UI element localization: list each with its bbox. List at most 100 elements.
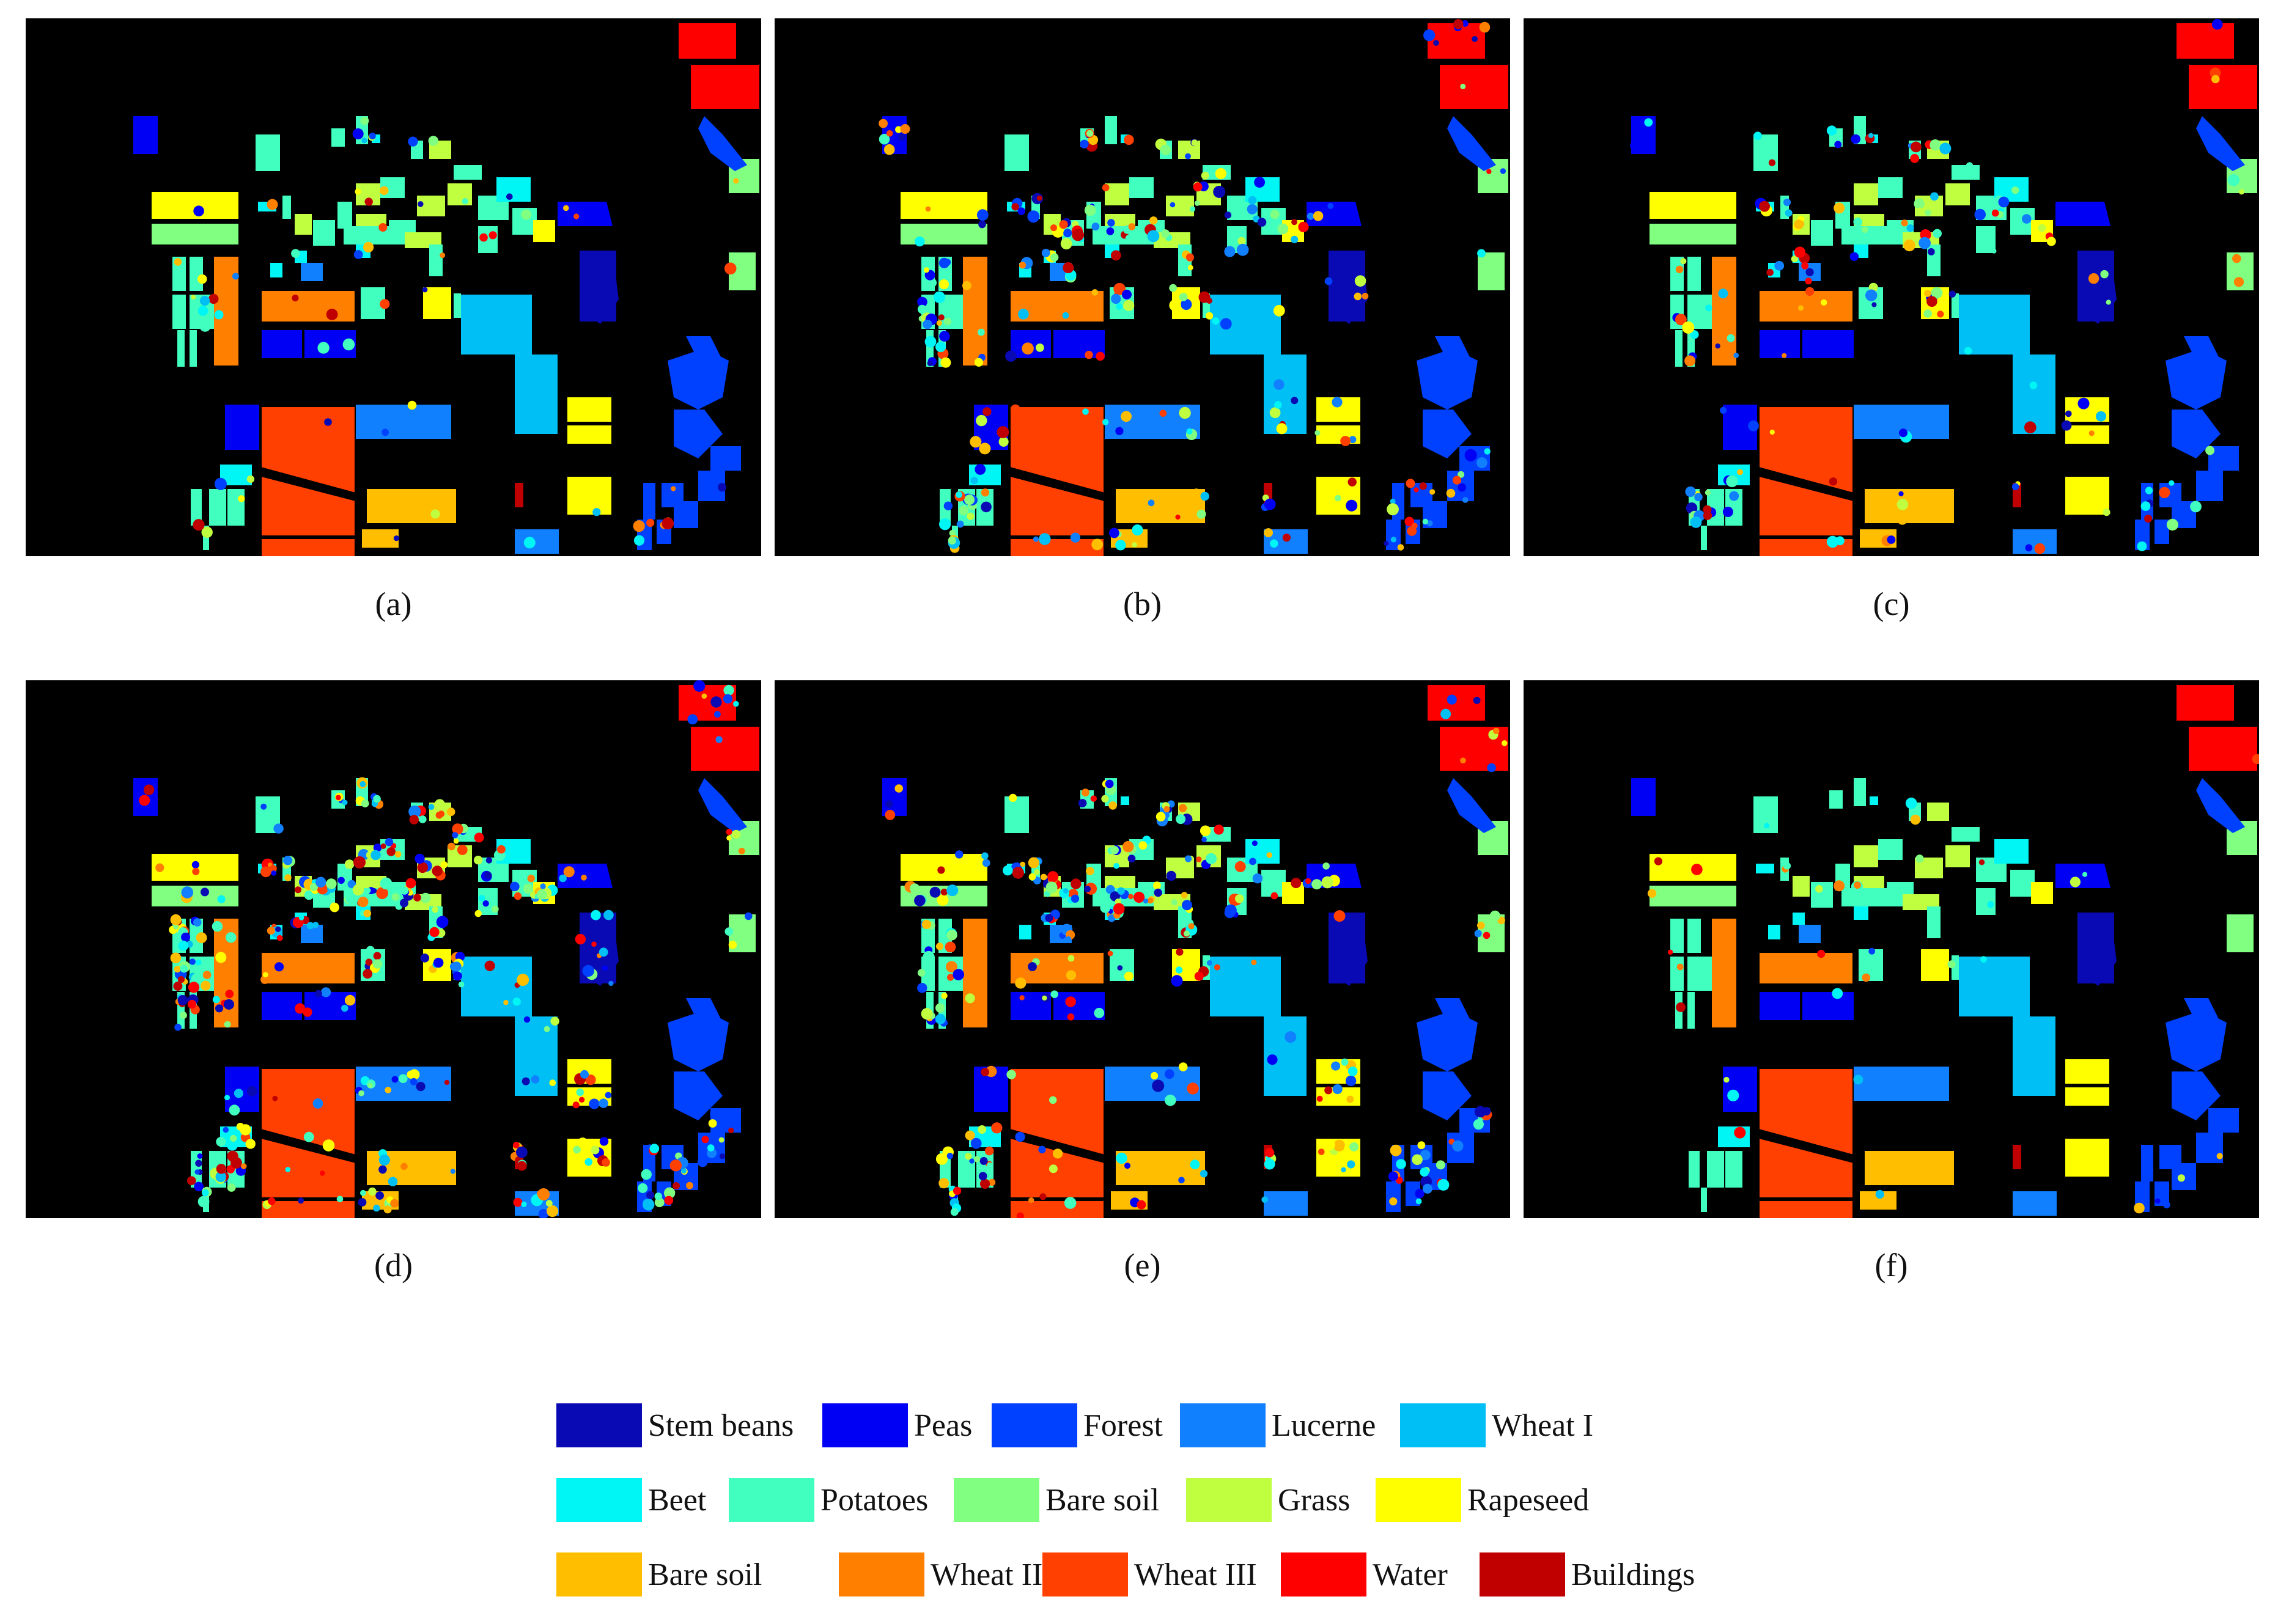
noise-speckle [1022, 342, 1034, 355]
noise-speckle [1821, 299, 1827, 306]
noise-speckle [1086, 130, 1094, 137]
noise-speckle [180, 964, 188, 973]
noise-speckle [523, 537, 536, 549]
noise-speckle [1151, 1071, 1159, 1080]
noise-speckle [1436, 1160, 1445, 1170]
noise-speckle [573, 1145, 581, 1154]
field-parcel [1829, 790, 1843, 809]
noise-speckle [1264, 880, 1275, 890]
noise-speckle [1039, 499, 1049, 509]
noise-speckle [1733, 353, 1739, 358]
noise-speckle [2046, 237, 2056, 246]
noise-speckle [591, 909, 601, 920]
noise-speckle [1028, 962, 1037, 971]
noise-speckle [1036, 195, 1042, 201]
noise-speckle [321, 987, 331, 998]
noise-speckle [1462, 497, 1469, 503]
noise-speckle [319, 1170, 325, 1176]
field-parcel [1650, 886, 1736, 906]
noise-speckle [1453, 19, 1464, 29]
noise-speckle [363, 969, 373, 979]
field-parcel [1440, 65, 1508, 109]
noise-speckle [1817, 949, 1826, 958]
noise-speckle [1680, 258, 1687, 265]
noise-speckle [1005, 350, 1017, 362]
noise-speckle [943, 501, 953, 510]
caption-b: (b) [1123, 586, 1162, 622]
noise-speckle [1476, 457, 1487, 468]
field-parcel [2177, 23, 2234, 59]
noise-speckle [939, 331, 950, 342]
field-parcel [2172, 1071, 2221, 1120]
legend-label: Buildings [1571, 1557, 1695, 1592]
noise-speckle [1160, 144, 1171, 155]
field-parcel [262, 291, 355, 321]
field-parcel [2065, 1087, 2109, 1106]
noise-speckle [1128, 894, 1133, 900]
noise-speckle [1415, 1198, 1422, 1205]
field-parcel [1952, 827, 1980, 842]
noise-speckle [1264, 528, 1273, 537]
noise-speckle [353, 250, 363, 259]
noise-speckle [1682, 321, 1695, 334]
noise-speckle [415, 853, 425, 864]
field-parcel [1116, 489, 1205, 523]
noise-speckle [1110, 846, 1119, 854]
noise-speckle [885, 800, 893, 808]
field-parcel [152, 224, 238, 244]
noise-speckle [1153, 881, 1161, 890]
field-parcel [256, 134, 280, 171]
noise-speckle [1071, 894, 1080, 903]
field-parcel [1423, 410, 1472, 458]
noise-speckle [1826, 125, 1837, 136]
noise-speckle [935, 1153, 948, 1165]
field-parcel [1712, 991, 1736, 1027]
noise-speckle [1169, 284, 1178, 292]
field-parcel [1878, 177, 1903, 198]
classification-map-a [26, 18, 761, 556]
noise-speckle [701, 693, 707, 699]
noise-speckle [1489, 910, 1500, 921]
noise-speckle [1462, 20, 1469, 27]
noise-speckle [1291, 219, 1297, 226]
field-parcel [2065, 425, 2109, 444]
noise-speckle [1899, 428, 1908, 438]
map-canvas [775, 18, 1510, 556]
noise-speckle [1143, 898, 1149, 904]
legend-label: Bare soil [1045, 1483, 1160, 1518]
field-parcel [1004, 134, 1029, 171]
field-parcel [2196, 778, 2245, 833]
noise-speckle [517, 974, 529, 987]
noise-speckle [1919, 237, 1931, 249]
field-parcel [674, 501, 698, 528]
legend-label: Rapeseed [1467, 1483, 1590, 1518]
noise-speckle [446, 807, 455, 817]
noise-speckle [2177, 1174, 2185, 1182]
noise-speckle [1460, 84, 1466, 89]
noise-speckle [654, 1197, 665, 1208]
noise-speckle [927, 361, 933, 366]
noise-speckle [1415, 1189, 1425, 1199]
noise-speckle [380, 299, 390, 309]
noise-speckle [197, 1196, 210, 1208]
field-parcel [172, 295, 186, 329]
legend-swatch [1281, 1552, 1366, 1596]
noise-speckle [723, 685, 734, 696]
noise-speckle [273, 823, 284, 834]
noise-speckle [962, 281, 971, 290]
noise-speckle [1067, 955, 1075, 962]
noise-speckle [2163, 1201, 2170, 1208]
noise-speckle [315, 990, 322, 998]
noise-speckle [1116, 303, 1122, 310]
noise-speckle [1321, 876, 1333, 889]
field-parcel [177, 330, 185, 367]
noise-speckle [1898, 491, 1904, 497]
noise-speckle [1045, 881, 1058, 894]
field-parcel [1631, 778, 1656, 816]
field-parcel [1447, 116, 1496, 171]
legend-label: Wheat III [1134, 1557, 1257, 1592]
field-parcel [1116, 1151, 1205, 1185]
noise-speckle [1138, 841, 1148, 850]
noise-speckle [1012, 867, 1024, 879]
noise-speckle [1423, 29, 1436, 42]
